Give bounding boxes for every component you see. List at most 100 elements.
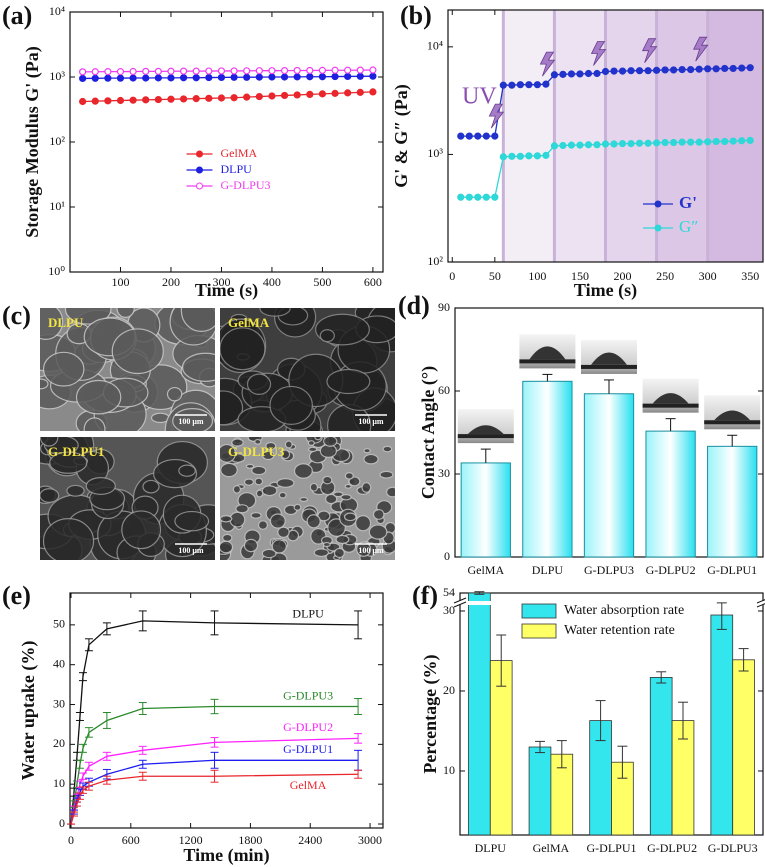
error-bar [102,622,111,636]
point [331,66,339,74]
x-axis-title: Time (min) [183,845,269,866]
point [499,81,507,89]
point [205,94,213,102]
x-tick-label: 500 [313,275,331,289]
point [129,96,137,104]
point [179,74,188,82]
sem-pore [368,524,388,540]
bar [460,462,511,558]
point [217,73,226,82]
y-tick-label: 0 [59,816,65,830]
sem-pore [243,478,255,486]
sem-image [220,437,395,560]
point [457,193,465,201]
uv-band [707,10,763,262]
sem-pore [222,533,233,542]
error-bar [604,379,614,394]
droplet [714,410,751,421]
x-tick-label: 300 [699,269,717,283]
error-bar [78,743,87,753]
point [687,138,695,146]
sem-pore [335,534,350,545]
point [79,74,87,83]
y-tick-label: 10² [49,134,65,148]
x-tick-label: 400 [263,275,281,289]
point [687,65,695,74]
error-bar [727,434,738,447]
sem-pore [363,453,379,465]
legend-label: G″ [679,217,698,236]
point [268,67,276,75]
sem-pore [344,483,352,489]
point [230,73,238,81]
point [567,141,576,149]
x-tick-label: 100 [528,269,546,283]
point [91,68,99,76]
error-bar [556,740,567,769]
sem-image [40,437,215,560]
point [618,67,627,75]
point [167,95,175,103]
point [306,66,314,75]
legend-marker [654,200,662,208]
error-bar [496,634,507,687]
legend-swatch [521,623,557,639]
y-axis-title: Percentage (%) [420,654,441,773]
point [344,72,352,81]
y-tick-label: 54 [443,585,455,599]
point [369,72,377,80]
error-bar [534,740,545,754]
sem-pore [278,491,287,499]
point [129,74,137,82]
sem-pore [271,539,287,554]
point [205,67,213,75]
error-bar [480,448,491,463]
point [306,90,314,98]
error-bar [665,418,676,432]
point [280,91,289,100]
point [465,132,473,140]
sem-pore [220,390,244,426]
sem-pore [261,548,277,559]
point [79,97,87,106]
x-tick-label: GelMA [533,841,570,855]
sem-pore [322,541,331,548]
error-bar [78,772,87,780]
plot-frame [447,9,764,263]
point [192,74,200,82]
point [91,74,99,82]
annotation: UV [462,84,497,110]
sem-pore [307,440,315,446]
error-bar [656,671,667,684]
sem-pore [276,478,295,488]
point [542,80,550,88]
sem-pore [116,308,135,318]
sem-pore [232,485,242,494]
point [280,73,289,81]
bar [645,430,696,558]
series-label: G-DLPU2 [283,720,333,734]
droplet [652,393,689,404]
x-tick-label: G-DLPU3 [584,563,634,577]
point [610,140,618,148]
sem-pore [220,540,234,554]
sem-pore [382,445,393,453]
point [508,152,516,160]
point [695,65,703,73]
sem-pore [293,463,313,479]
y-tick-label: 10³ [427,146,443,160]
tile-label: G-DLPU3 [228,444,285,459]
y-axis-title: Storage Modulus G' (Pa) [22,46,43,238]
y-tick-label: 10¹ [49,199,65,213]
sem-pore [280,449,291,460]
sem-pore [245,463,255,469]
x-tick-label: 600 [364,275,382,289]
sem-pore [379,470,394,479]
error-bar [102,775,111,785]
point [661,66,669,74]
point [746,64,754,72]
point [331,72,339,81]
axis-break-mark [756,599,765,604]
sem-pore [261,450,275,461]
